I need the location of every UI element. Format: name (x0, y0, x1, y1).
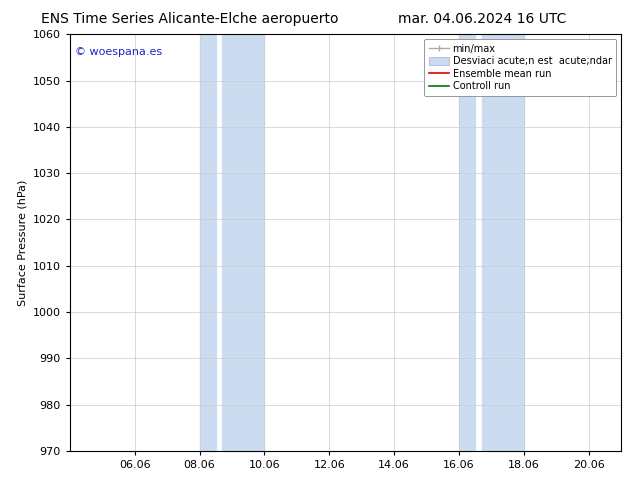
Bar (223, 34, 264, 451)
Text: mar. 04.06.2024 16 UTC: mar. 04.06.2024 16 UTC (398, 12, 566, 26)
Text: ENS Time Series Alicante-Elche aeropuerto: ENS Time Series Alicante-Elche aeropuert… (41, 12, 339, 26)
Y-axis label: Surface Pressure (hPa): Surface Pressure (hPa) (17, 179, 27, 306)
Bar (200, 34, 216, 451)
Legend: min/max, Desviaci acute;n est  acute;ndar, Ensemble mean run, Controll run: min/max, Desviaci acute;n est acute;ndar… (424, 39, 616, 96)
Text: © woespana.es: © woespana.es (75, 47, 162, 57)
Bar (459, 34, 476, 451)
Bar (482, 34, 524, 451)
